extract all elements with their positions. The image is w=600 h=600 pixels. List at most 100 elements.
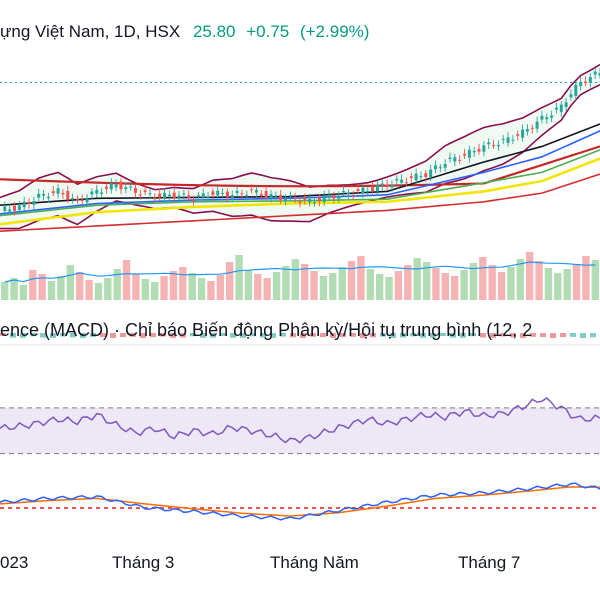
candle-body [366, 190, 370, 192]
volume-bar [535, 261, 543, 300]
candle-body [438, 167, 442, 169]
candle-body [598, 73, 600, 76]
candle-body [429, 169, 433, 178]
candle-body [583, 81, 587, 83]
volume-bar [122, 260, 131, 300]
candle-body [492, 145, 496, 147]
macd-zero-marker [312, 507, 316, 509]
x-tick-label: 023 [0, 553, 29, 572]
macd-histogram-bar [380, 333, 386, 337]
symbol-title: ựng Việt Nam, 1D, HSX [0, 22, 181, 41]
volume-bar [469, 263, 478, 300]
volume-bar [141, 279, 149, 300]
volume-bar [57, 276, 65, 300]
rsi-line [0, 397, 600, 444]
macd-zero-marker [88, 507, 92, 509]
volume-bar [385, 277, 393, 300]
candle-body [342, 190, 346, 193]
candle-body [559, 104, 563, 112]
candle-body [303, 196, 307, 201]
macd-histogram-bar [150, 333, 156, 338]
x-tick-label: Tháng 3 [112, 553, 175, 572]
volume-bar [432, 268, 440, 300]
macd-histogram-bar [540, 333, 546, 338]
candle-body [327, 194, 331, 197]
macd-histogram-bar [90, 333, 96, 337]
macd-zero-marker [232, 507, 236, 509]
candle-body [380, 183, 384, 186]
macd-zero-marker [240, 507, 244, 509]
volume-bar [94, 283, 103, 300]
candle-body [163, 192, 167, 199]
macd-zero-marker [296, 507, 300, 509]
macd-histogram-bar [190, 333, 196, 337]
macd-histogram-bar [410, 333, 416, 337]
candle-body [593, 71, 597, 75]
candle-body [453, 157, 457, 162]
candle-body [13, 205, 17, 211]
macd-zero-marker [104, 507, 108, 509]
macd-histogram-bar [460, 333, 466, 338]
candle-body [288, 195, 292, 197]
volume-bar [132, 274, 140, 300]
macd-zero-marker [416, 507, 420, 509]
last-price: 25.80 [192, 22, 236, 41]
candle-body [400, 179, 404, 183]
volume-bar [591, 260, 599, 300]
volume-bar [488, 265, 496, 300]
macd-zero-marker [592, 507, 596, 509]
volume-bar [329, 273, 337, 300]
macd-zero-marker [560, 507, 564, 509]
candle-body [574, 84, 578, 96]
candle-body [177, 195, 181, 198]
volume-bar [207, 281, 215, 300]
volume-bar [272, 272, 281, 300]
macd-zero-marker [336, 507, 340, 509]
candle-body [240, 193, 244, 195]
candle-body [554, 107, 558, 110]
macd-histogram-bar [530, 333, 536, 337]
moving-average-line [0, 173, 600, 232]
volume-bar [160, 276, 168, 300]
macd-histogram-bar [570, 333, 576, 337]
macd-histogram-bar [110, 333, 116, 338]
macd-zero-marker [8, 507, 12, 509]
volume-bar [263, 278, 271, 300]
macd-histogram-bar [390, 333, 396, 338]
price-change-percent: (+2.99%) [299, 22, 370, 41]
volume-bar [188, 273, 196, 300]
candle-body [279, 195, 283, 201]
macd-zero-marker [200, 507, 204, 509]
volume-bar [554, 273, 562, 300]
macd-histogram-bar [250, 333, 256, 337]
macd-histogram-bar [20, 333, 26, 338]
candle-body [467, 149, 471, 158]
macd-zero-marker [168, 507, 172, 509]
candle-body [351, 195, 355, 197]
macd-histogram-bar [340, 333, 346, 338]
macd-zero-marker [0, 507, 4, 509]
macd-histogram-bar [50, 333, 56, 338]
macd-zero-marker [584, 507, 588, 509]
macd-indicator-label[interactable]: ence (MACD) · Chỉ báo Biến động Phân kỳ/… [0, 320, 533, 340]
candle-body [433, 165, 437, 170]
macd-zero-marker [16, 507, 20, 509]
candle-body [51, 191, 55, 194]
candle-body [196, 195, 200, 197]
macd-histogram-bar [290, 333, 296, 338]
candle-body [46, 196, 50, 199]
candle-body [42, 194, 46, 196]
macd-zero-marker [56, 507, 60, 509]
macd-histogram-bar [550, 333, 556, 338]
candle-body [119, 181, 123, 190]
macd-histogram-bar [120, 333, 126, 338]
volume-bar [310, 271, 318, 300]
volume-bar [104, 278, 112, 300]
candle-body [458, 159, 462, 161]
candle-body [332, 195, 336, 199]
macd-zero-marker [320, 507, 324, 509]
macd-zero-marker [552, 507, 556, 509]
candle-body [3, 206, 7, 211]
macd-zero-marker [544, 507, 548, 509]
